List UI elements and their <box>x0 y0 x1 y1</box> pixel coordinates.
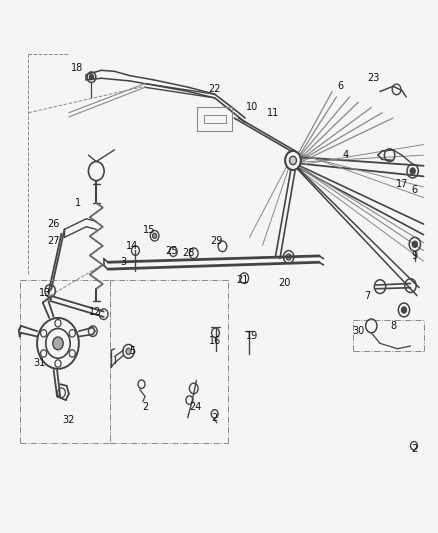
Text: 10: 10 <box>246 102 258 112</box>
Text: 6: 6 <box>412 184 418 195</box>
Text: 30: 30 <box>352 326 364 336</box>
Circle shape <box>152 233 157 238</box>
Circle shape <box>126 348 131 354</box>
Text: 20: 20 <box>278 278 290 288</box>
Text: 1: 1 <box>74 198 81 208</box>
Circle shape <box>401 307 406 313</box>
Circle shape <box>410 168 415 174</box>
Text: 28: 28 <box>182 248 195 259</box>
Text: 19: 19 <box>246 332 258 342</box>
Circle shape <box>89 75 94 80</box>
Text: 14: 14 <box>126 241 138 252</box>
Text: 5: 5 <box>129 346 135 357</box>
Text: 22: 22 <box>208 84 221 94</box>
Text: 2: 2 <box>412 445 418 455</box>
Text: 11: 11 <box>267 108 279 118</box>
Text: 32: 32 <box>63 415 75 425</box>
Text: 13: 13 <box>39 288 51 298</box>
Circle shape <box>286 254 291 260</box>
Text: 23: 23 <box>367 73 380 83</box>
Text: 16: 16 <box>208 336 221 346</box>
Text: 9: 9 <box>412 251 418 261</box>
Text: 24: 24 <box>189 402 201 412</box>
Text: 17: 17 <box>396 179 408 189</box>
Text: 18: 18 <box>71 63 84 72</box>
Text: 3: 3 <box>120 257 126 267</box>
Text: 7: 7 <box>364 290 370 301</box>
Text: 25: 25 <box>165 246 177 256</box>
Text: 15: 15 <box>143 225 155 236</box>
Circle shape <box>290 156 297 165</box>
Text: 27: 27 <box>47 236 60 246</box>
Circle shape <box>53 337 63 350</box>
Text: 2: 2 <box>142 402 148 412</box>
Text: 26: 26 <box>47 219 60 229</box>
Circle shape <box>412 241 417 247</box>
Text: 31: 31 <box>34 358 46 368</box>
Text: 21: 21 <box>237 274 249 285</box>
Text: 8: 8 <box>390 321 396 331</box>
Text: 12: 12 <box>89 306 101 317</box>
Text: 6: 6 <box>338 81 344 91</box>
Text: 4: 4 <box>342 150 348 160</box>
Text: 2: 2 <box>212 413 218 423</box>
Text: 29: 29 <box>211 236 223 246</box>
